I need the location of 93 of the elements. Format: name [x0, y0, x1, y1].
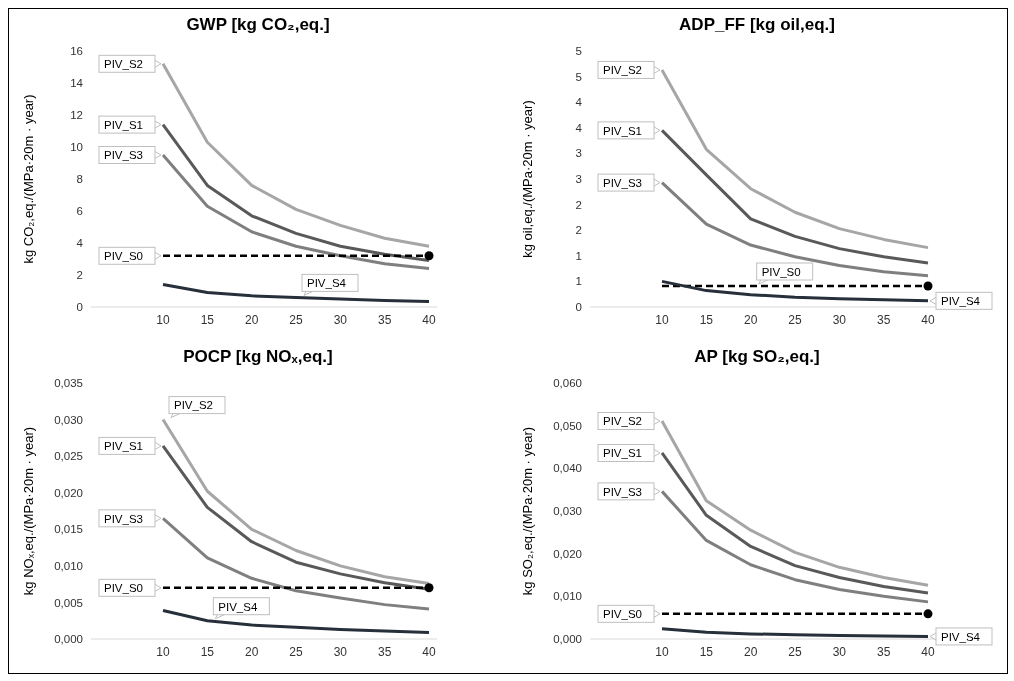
y-tick-label: 0,060: [553, 377, 582, 390]
series-label: PIV_S0: [104, 250, 143, 263]
x-tick-label: 10: [156, 644, 170, 659]
y-tick-label: 0,030: [54, 413, 83, 426]
y-tick-label: 0: [575, 301, 582, 314]
series-label: PIV_S1: [104, 440, 143, 453]
x-tick-label: 30: [333, 644, 348, 659]
x-tick-label: 10: [655, 312, 669, 327]
x-tick-label: 40: [422, 644, 436, 659]
x-tick-label: 15: [699, 644, 714, 659]
series-label: PIV_S4: [307, 277, 347, 290]
series-label: PIV_S4: [941, 295, 981, 308]
y-tick-label: 16: [70, 45, 83, 58]
y-tick-label: 0,005: [54, 596, 83, 609]
y-tick-label: 0,010: [553, 590, 582, 603]
point: [424, 251, 434, 261]
series-label: PIV_S0: [761, 265, 801, 278]
x-tick-label: 10: [156, 312, 170, 327]
series-label: PIV_S2: [603, 415, 642, 428]
y-tick-label: 0,020: [553, 547, 582, 560]
y-tick-label: 12: [70, 109, 83, 122]
y-axis-title: kg SO₂,eq./(MPa·20m · year): [520, 426, 535, 596]
series-label: PIV_S1: [603, 447, 642, 460]
chart-title: AP [kg SO₂,eq.]: [693, 346, 821, 368]
y-tick-label: 4: [76, 237, 84, 250]
y-tick-label: 2: [575, 198, 582, 211]
x-tick-label: 20: [743, 312, 758, 327]
y-tick-label: 4: [575, 121, 583, 134]
y-axis-title: kg oil,eq./(MPa·20m · year): [520, 100, 535, 258]
y-tick-label: 5: [575, 45, 582, 58]
series-label: PIV_S2: [104, 58, 143, 71]
x-tick-label: 15: [699, 312, 714, 327]
x-tick-label: 35: [876, 312, 891, 327]
y-tick-label: 1: [575, 275, 582, 288]
series-label: PIV_S0: [603, 608, 642, 621]
x-tick-label: 40: [422, 312, 436, 327]
x-tick-label: 20: [244, 644, 259, 659]
x-tick-label: 40: [921, 644, 935, 659]
x-tick-label: 35: [377, 312, 392, 327]
y-tick-label: 1: [575, 249, 582, 262]
y-tick-label: 0,000: [54, 633, 83, 646]
y-tick-label: 8: [76, 173, 83, 186]
y-tick-label: 0: [76, 301, 83, 314]
x-tick-label: 10: [655, 644, 669, 659]
y-tick-label: 5: [575, 70, 582, 83]
y-tick-label: 0,015: [54, 523, 83, 536]
y-tick-label: 6: [76, 205, 83, 218]
x-tick-label: 15: [200, 644, 215, 659]
y-tick-label: 3: [575, 147, 582, 160]
series-label: PIV_S4: [218, 600, 258, 613]
series-label: PIV_S0: [104, 582, 143, 595]
y-tick-label: 0,010: [54, 559, 83, 572]
y-tick-label: 0,050: [553, 419, 582, 432]
x-tick-label: 20: [743, 644, 758, 659]
y-axis-title: kg NOₓ,eq./(MPa·20m · year): [21, 426, 36, 596]
series-label: PIV_S2: [174, 399, 213, 412]
y-tick-label: 10: [70, 141, 83, 154]
series-label: PIV_S1: [104, 118, 143, 131]
x-tick-label: 25: [788, 644, 802, 659]
series-label: PIV_S3: [603, 485, 642, 498]
x-tick-label: 25: [788, 312, 802, 327]
series-label: PIV_S3: [104, 512, 143, 525]
point: [424, 583, 434, 593]
y-tick-label: 2: [575, 224, 582, 237]
y-tick-label: 0,040: [553, 462, 582, 475]
chart-title: ADP_FF [kg oil,eq.]: [678, 14, 836, 36]
x-tick-label: 35: [377, 644, 392, 659]
series-label: PIV_S1: [603, 124, 642, 137]
x-tick-label: 15: [200, 312, 215, 327]
chart-title: GWP [kg CO₂,eq.]: [185, 14, 331, 36]
x-tick-label: 25: [289, 644, 303, 659]
series-label: PIV_S3: [603, 176, 642, 189]
y-tick-label: 0,035: [54, 377, 83, 390]
y-tick-label: 0,025: [54, 450, 83, 463]
x-tick-label: 25: [289, 312, 303, 327]
series-label: PIV_S3: [104, 149, 143, 162]
series-label: PIV_S4: [941, 630, 981, 643]
x-tick-label: 35: [876, 644, 891, 659]
chart-title: POCP [kg NOₓ,eq.]: [182, 346, 334, 368]
y-tick-label: 14: [70, 77, 84, 90]
y-axis-title: kg CO₂,eq./(MPa·20m · year): [21, 94, 36, 264]
y-tick-label: 0,000: [553, 633, 582, 646]
x-tick-label: 30: [832, 312, 847, 327]
y-tick-label: 2: [76, 269, 83, 282]
series-label: PIV_S2: [603, 64, 642, 77]
y-tick-label: 0,020: [54, 486, 83, 499]
x-tick-label: 40: [921, 312, 935, 327]
x-tick-label: 20: [244, 312, 259, 327]
x-tick-label: 30: [832, 644, 847, 659]
x-tick-label: 30: [333, 312, 348, 327]
y-tick-label: 4: [575, 96, 583, 109]
y-tick-label: 0,030: [553, 505, 582, 518]
y-tick-label: 3: [575, 173, 582, 186]
